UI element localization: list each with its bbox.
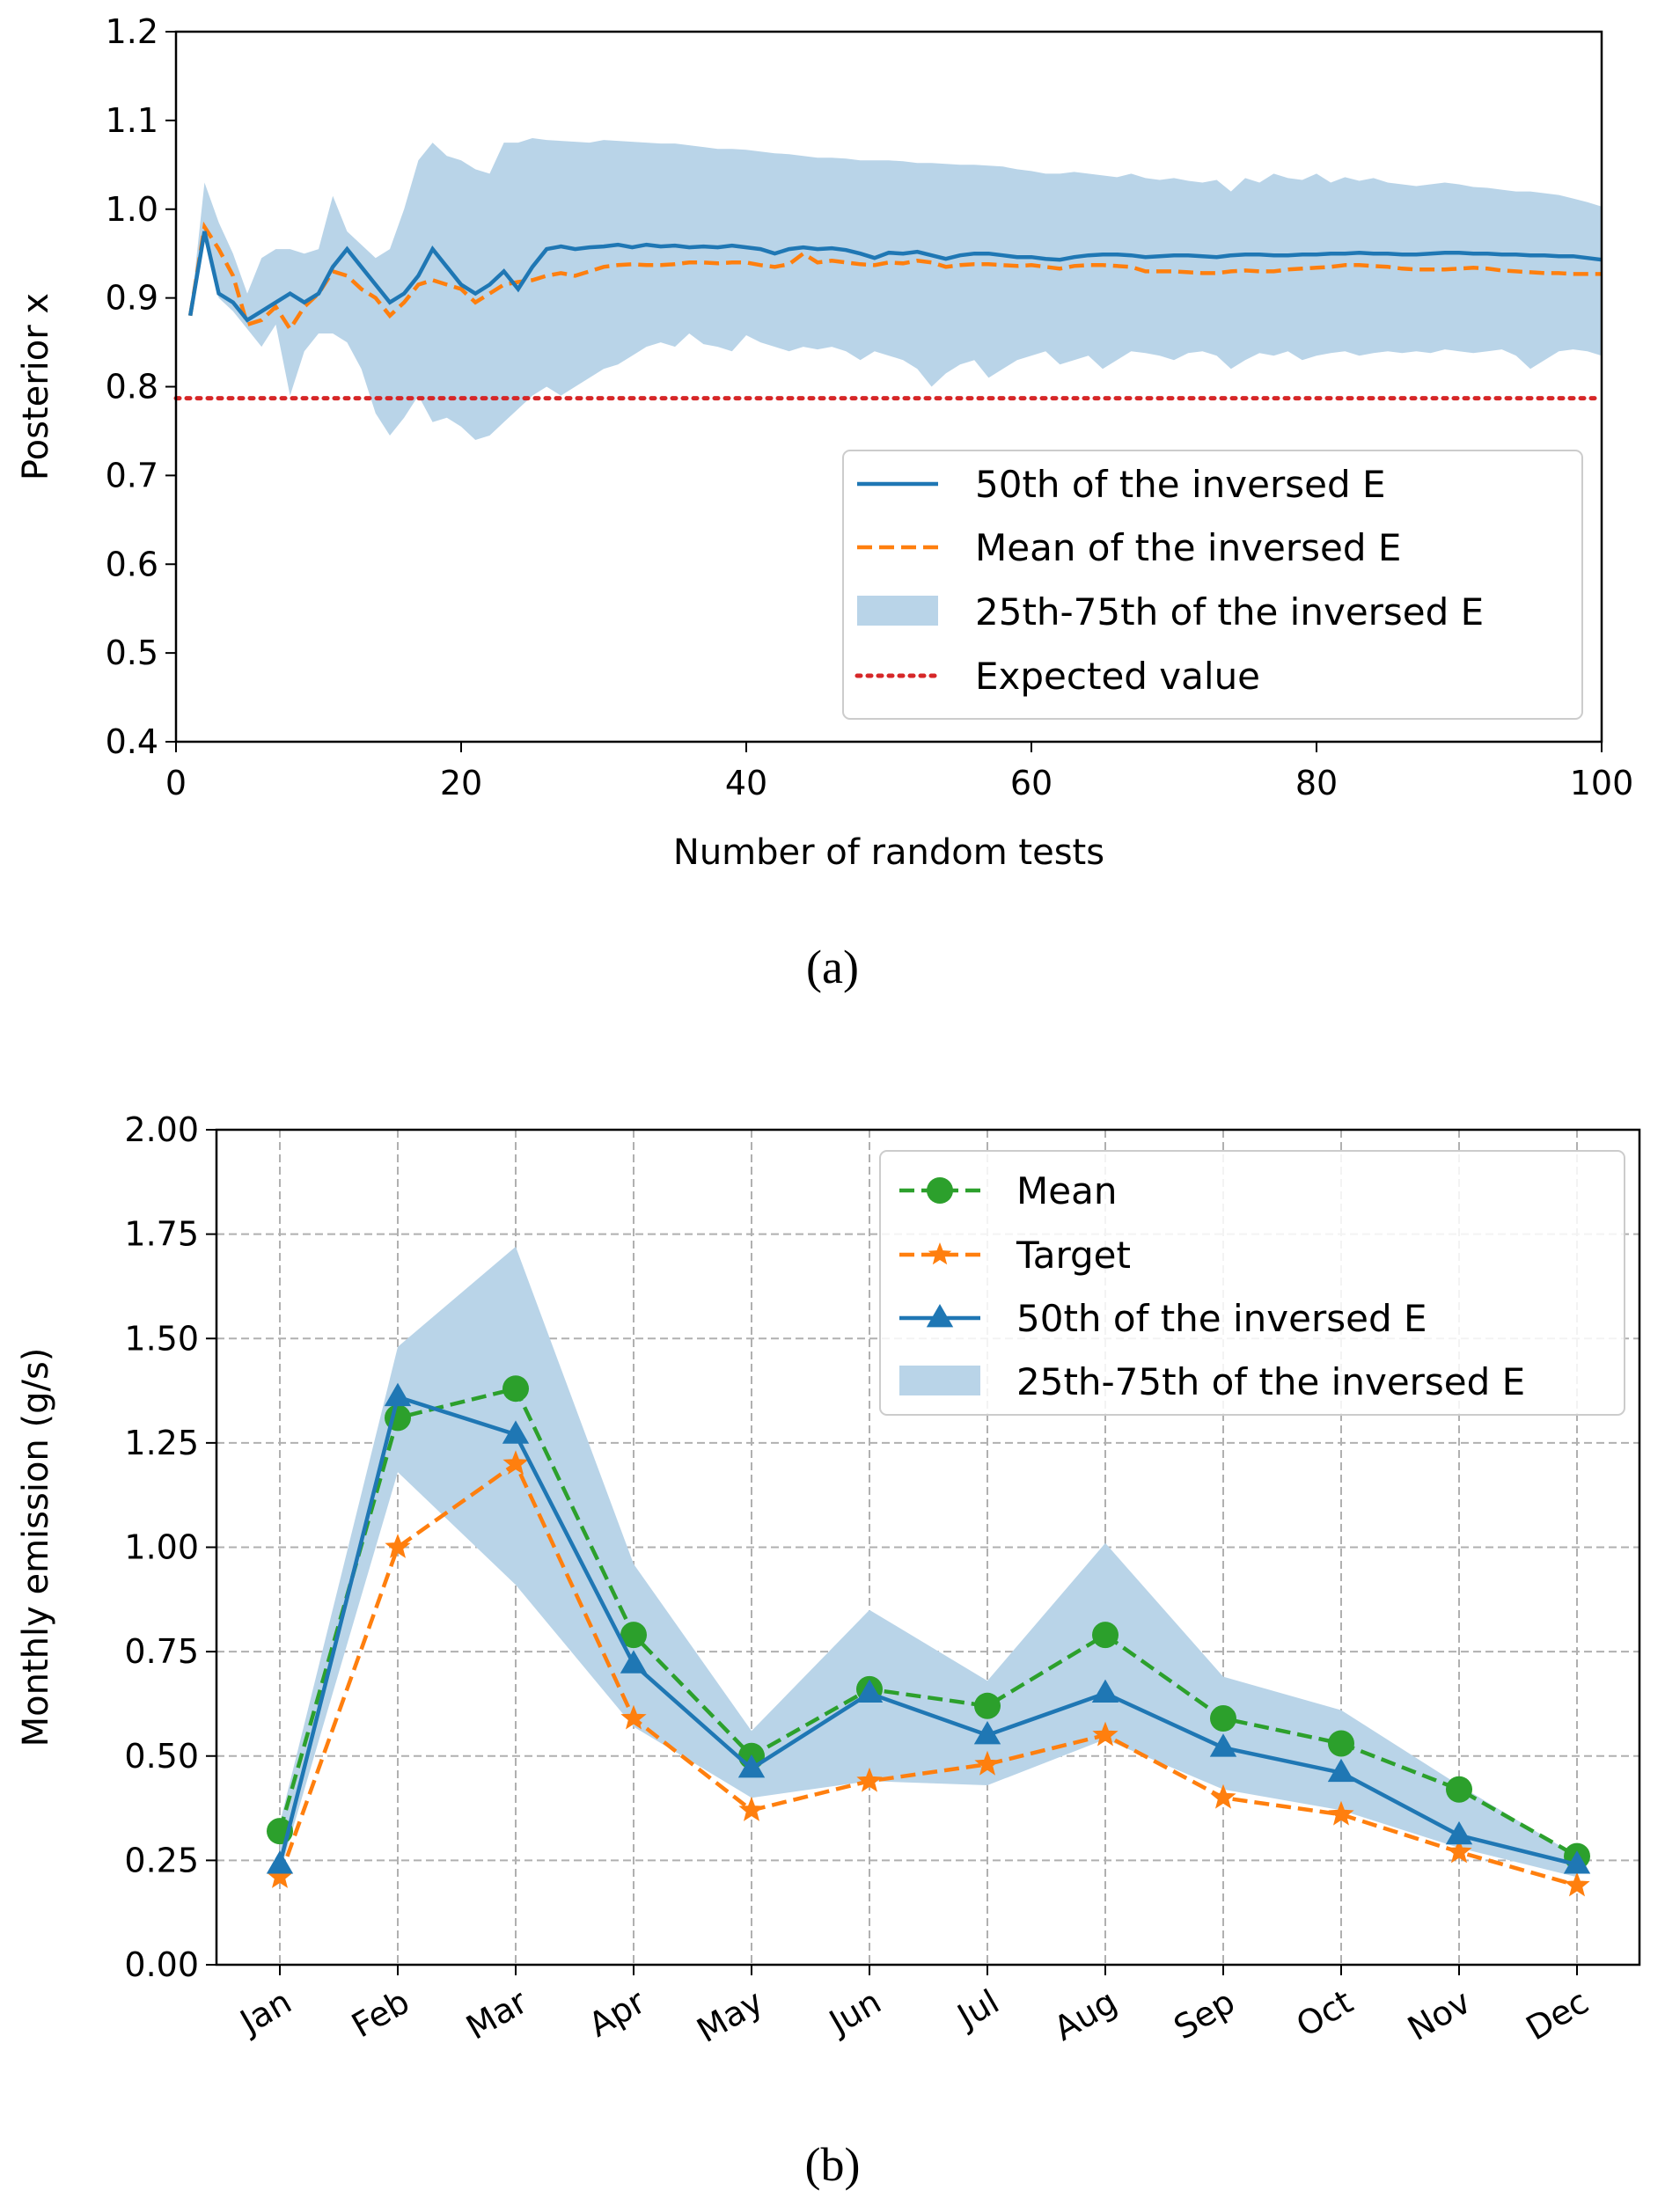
legend-label-50th: 50th of the inversed E xyxy=(1016,1297,1427,1340)
y-tick-label: 2.00 xyxy=(124,1110,199,1149)
y-axis-label: Posterior x xyxy=(16,293,56,480)
target-marker xyxy=(502,1450,529,1476)
median-marker xyxy=(384,1382,412,1407)
y-tick-label: 0.00 xyxy=(124,1945,199,1984)
target-marker xyxy=(1210,1784,1236,1809)
legend-label-band: 25th-75th of the inversed E xyxy=(975,590,1484,634)
y-tick-label: 1.75 xyxy=(124,1215,199,1254)
y-tick-label: 0.8 xyxy=(106,368,158,407)
y-tick-label: 0.9 xyxy=(106,279,158,318)
x-tick-label: 60 xyxy=(1010,764,1053,802)
mean-marker xyxy=(1328,1730,1354,1757)
target-marker xyxy=(738,1796,765,1821)
mean-marker xyxy=(974,1692,1001,1719)
chart-a: 0.4 0.5 0.6 0.7 0.8 0.9 1.0 1.1 1.2 0 20 40 60 80 100 N… xyxy=(16,12,1633,993)
y-tick-label: 0.7 xyxy=(106,456,158,494)
mean-marker xyxy=(1210,1705,1236,1732)
median-marker xyxy=(1327,1758,1355,1783)
target-marker xyxy=(1092,1721,1119,1747)
x-tick-label: Feb xyxy=(345,1982,415,2046)
x-tick-label: Aug xyxy=(1047,1982,1123,2048)
x-tick-label: Sep xyxy=(1167,1982,1241,2047)
caption-a: (a) xyxy=(806,941,859,993)
legend-marker-mean xyxy=(927,1177,953,1204)
line-50th xyxy=(187,231,1603,323)
target-marker xyxy=(620,1704,647,1730)
median-marker xyxy=(266,1850,294,1874)
line-mean xyxy=(277,1386,1579,1858)
y-tick-label: 1.50 xyxy=(124,1319,199,1358)
median-marker xyxy=(737,1754,766,1778)
x-tick-label: Apr xyxy=(583,1982,652,2045)
band-25-75 xyxy=(280,1246,1577,1878)
y-tick-label: 0.75 xyxy=(124,1632,199,1671)
median-marker xyxy=(1209,1733,1237,1757)
x-tick-label: 0 xyxy=(165,764,187,802)
x-tick-label: Jan xyxy=(232,1982,297,2042)
target-marker xyxy=(1328,1800,1354,1826)
legend-label-mean: Mean xyxy=(1016,1169,1117,1212)
mean-marker xyxy=(1092,1622,1119,1649)
y-tick-label: 0.50 xyxy=(124,1737,199,1776)
legend-marker-target xyxy=(928,1242,952,1265)
y-tick-label: 1.1 xyxy=(106,101,158,140)
y-axis-label: Monthly emission (g/s) xyxy=(16,1348,56,1747)
target-marker xyxy=(974,1750,1001,1776)
x-tick-label: Nov xyxy=(1401,1982,1477,2048)
legend-box xyxy=(842,450,1583,720)
y-tick-label: 1.0 xyxy=(106,190,158,229)
y-tick-label: 1.00 xyxy=(124,1528,199,1567)
target-marker xyxy=(856,1767,883,1792)
y-tick-label: 0.5 xyxy=(106,634,158,672)
line-50th xyxy=(277,1394,1578,1867)
median-marker xyxy=(1563,1850,1591,1874)
line-mean xyxy=(187,221,1602,333)
median-marker xyxy=(973,1721,1001,1745)
y-tick-label: 1.25 xyxy=(124,1424,199,1462)
target-marker xyxy=(1564,1871,1590,1897)
legend-label-target: Target xyxy=(1016,1234,1131,1277)
caption-b: (b) xyxy=(805,2138,861,2191)
x-tick-label: 100 xyxy=(1570,764,1634,802)
target-marker xyxy=(1446,1838,1472,1864)
line-target xyxy=(277,1461,1578,1887)
median-marker xyxy=(1445,1820,1473,1845)
target-marker xyxy=(385,1534,411,1558)
median-marker xyxy=(1091,1679,1119,1703)
legend-swatch-band xyxy=(857,596,938,626)
x-axis-label: Number of random tests xyxy=(673,832,1104,873)
y-tick-label: 1.2 xyxy=(106,12,158,51)
legend-label-50th: 50th of the inversed E xyxy=(975,463,1386,506)
x-tick-label: Mar xyxy=(459,1982,533,2047)
legend-label-band: 25th-75th of the inversed E xyxy=(1016,1360,1525,1403)
legend-marker-50th xyxy=(926,1304,954,1328)
median-marker xyxy=(620,1650,648,1674)
x-tick-label: 20 xyxy=(440,764,482,802)
legend-swatch-band xyxy=(899,1366,980,1395)
median-marker xyxy=(855,1679,884,1703)
y-tick-label: 0.6 xyxy=(106,545,158,583)
chart-b: 0.00 0.25 0.50 0.75 1.00 1.25 1.50 1.75 2.00 Jan F… xyxy=(16,1110,1641,2191)
x-tick-label: Jun xyxy=(821,1982,887,2043)
x-tick-label: 40 xyxy=(725,764,767,802)
x-tick-label: Dec xyxy=(1520,1982,1595,2048)
mean-marker xyxy=(620,1622,647,1649)
legend-label-mean: Mean of the inversed E xyxy=(975,526,1401,569)
x-tick-label: Jul xyxy=(950,1982,1005,2037)
mean-marker xyxy=(502,1375,529,1403)
x-tick-label: 80 xyxy=(1295,764,1338,802)
y-tick-label: 0.25 xyxy=(124,1841,199,1879)
y-tick-label: 0.4 xyxy=(106,722,158,761)
legend-box xyxy=(879,1150,1625,1416)
x-tick-label: Oct xyxy=(1290,1982,1360,2045)
median-marker xyxy=(502,1420,530,1444)
legend-label-expected: Expected value xyxy=(975,655,1260,698)
mean-marker xyxy=(1446,1776,1472,1803)
band-25-75 xyxy=(190,138,1603,440)
x-tick-label: May xyxy=(690,1982,769,2050)
